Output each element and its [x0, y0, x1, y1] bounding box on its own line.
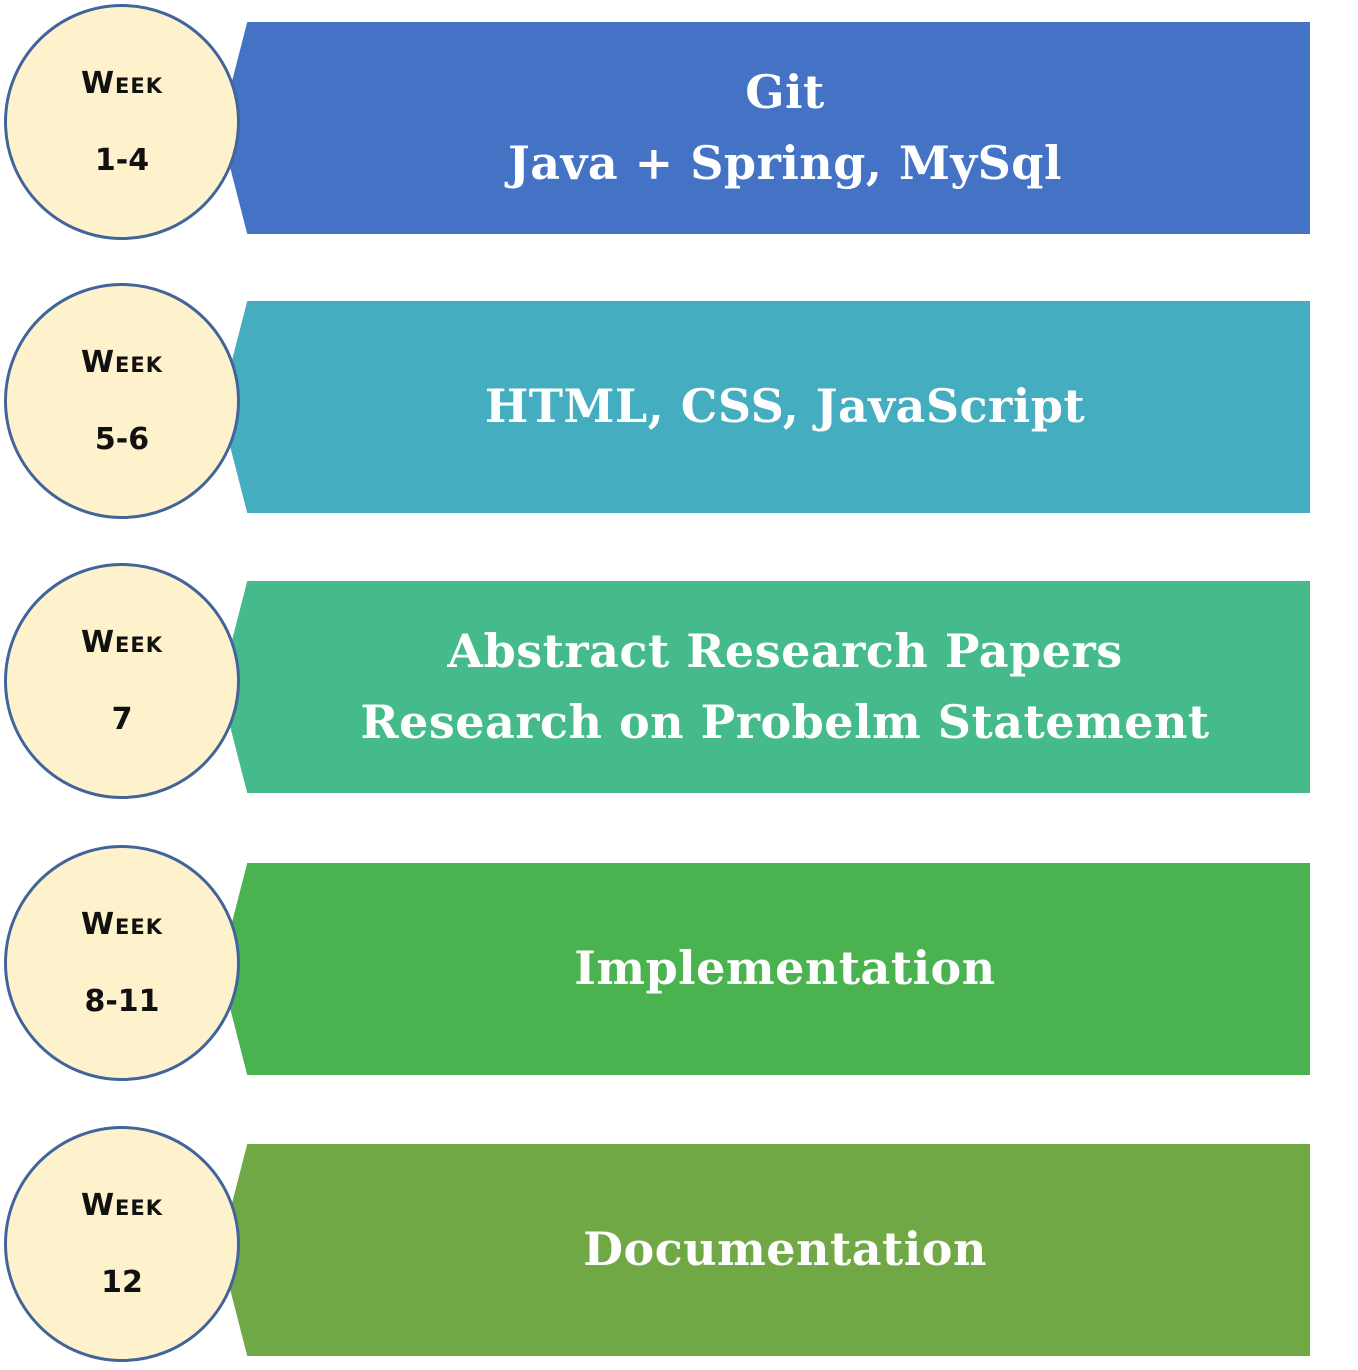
timeline-row-week-5-6: HTML, CSS, JavaScript Week 5-6	[0, 283, 1358, 523]
topic-line: Abstract Research Papers	[447, 623, 1123, 678]
week-badge: Week 7	[4, 563, 240, 799]
timeline-row-week-1-4: Git Java + Spring, MySql Week 1-4	[0, 4, 1358, 244]
week-number: 1-4	[94, 143, 150, 178]
week-label: Week	[80, 1188, 164, 1223]
week-badge: Week 1-4	[4, 4, 240, 240]
topic-banner: Abstract Research Papers Research on Pro…	[220, 581, 1310, 793]
week-label: Week	[80, 345, 164, 380]
week-label: Week	[80, 907, 164, 942]
week-label: Week	[80, 66, 164, 101]
week-badge: Week 12	[4, 1126, 240, 1362]
week-number: 8-11	[84, 984, 160, 1019]
topic-line: Java + Spring, MySql	[508, 136, 1062, 190]
topic-banner: Implementation	[220, 863, 1310, 1075]
week-number: 5-6	[94, 422, 150, 457]
week-number: 7	[111, 702, 133, 737]
topic-line: Research on Probelm Statement	[360, 695, 1210, 749]
topic-banner: Documentation	[220, 1144, 1310, 1356]
week-label: Week	[80, 625, 164, 660]
week-number: 12	[101, 1265, 143, 1300]
week-badge: Week 8-11	[4, 845, 240, 1081]
topic-line: Implementation	[574, 941, 996, 996]
topic-banner: HTML, CSS, JavaScript	[220, 301, 1310, 513]
topic-line: Git	[745, 64, 825, 119]
topic-line: Documentation	[583, 1222, 987, 1277]
topic-line: HTML, CSS, JavaScript	[484, 379, 1086, 434]
week-badge: Week 5-6	[4, 283, 240, 519]
topic-banner: Git Java + Spring, MySql	[220, 22, 1310, 234]
timeline-row-week-8-11: Implementation Week 8-11	[0, 845, 1358, 1085]
timeline-row-week-7: Abstract Research Papers Research on Pro…	[0, 563, 1358, 803]
timeline-row-week-12: Documentation Week 12	[0, 1126, 1358, 1366]
